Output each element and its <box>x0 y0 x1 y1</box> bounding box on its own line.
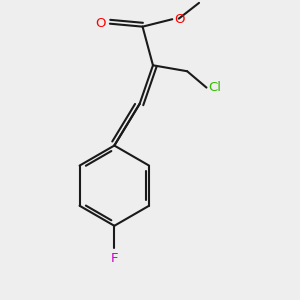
Text: Cl: Cl <box>208 81 221 94</box>
Text: O: O <box>174 13 184 26</box>
Text: F: F <box>111 252 118 265</box>
Text: O: O <box>95 17 106 30</box>
